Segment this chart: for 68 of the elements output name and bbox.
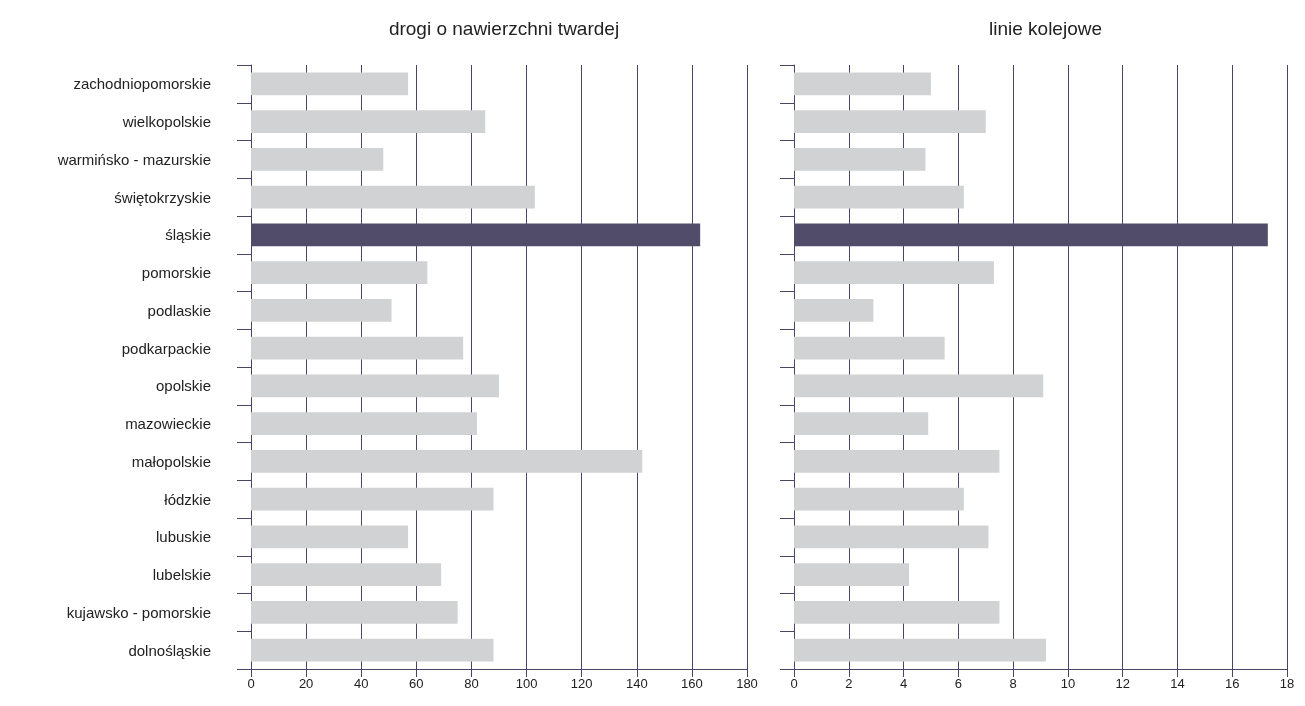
x-tick-label: 100 <box>515 676 538 691</box>
bar <box>794 638 1046 662</box>
y-tick-label: lubuskie <box>155 528 211 546</box>
bar <box>794 110 986 133</box>
x-tick-label: 160 <box>681 676 703 691</box>
x-tick-label: 14 <box>1170 676 1185 691</box>
bar <box>251 412 477 435</box>
chart-title: linie kolejowe <box>988 18 1103 39</box>
x-tick-label: 16 <box>1224 676 1240 691</box>
y-tick-label: łódzkie <box>164 490 211 508</box>
x-tick-label: 0 <box>790 676 798 691</box>
y-tick-label: wielkopolskie <box>121 113 211 131</box>
bar <box>794 261 994 284</box>
y-tick-label: lubelskie <box>152 566 211 584</box>
x-tick-label: 0 <box>247 676 255 691</box>
y-tick-label: warmińsko - mazurskie <box>56 150 211 168</box>
y-tick-label: dolnośląskie <box>128 641 211 659</box>
bar <box>794 563 910 586</box>
bar <box>794 72 931 96</box>
y-tick-label: śląskie <box>165 226 211 244</box>
bar <box>251 185 535 209</box>
y-tick-label: zachodniopomorskie <box>73 75 211 93</box>
bar <box>251 487 494 511</box>
bar <box>794 336 945 360</box>
x-tick-label: 60 <box>409 676 424 691</box>
chart-title: drogi o nawierzchni twardej <box>388 18 620 39</box>
y-tick-label: pomorskie <box>141 264 211 282</box>
x-tick-label: 8 <box>1009 676 1017 691</box>
bar <box>251 563 442 586</box>
x-tick-label: 80 <box>464 676 479 691</box>
bar <box>794 148 926 171</box>
bar <box>251 148 384 171</box>
bar <box>251 261 428 284</box>
bar <box>794 374 1044 398</box>
bar <box>251 374 499 398</box>
x-tick-label: 40 <box>353 676 369 691</box>
bar <box>251 299 392 322</box>
y-tick-label: kujawsko - pomorskie <box>66 603 211 621</box>
bar <box>794 185 964 209</box>
y-tick-label: świętokrzyskie <box>114 188 211 206</box>
x-tick-label: 18 <box>1279 676 1295 691</box>
x-tick-label: 6 <box>954 676 962 691</box>
bar <box>251 72 409 96</box>
bar <box>251 450 643 473</box>
y-tick-label: mazowieckie <box>125 415 211 433</box>
y-tick-label: podlaskie <box>147 301 211 319</box>
x-tick-label: 120 <box>570 676 593 691</box>
x-tick-label: 12 <box>1115 676 1130 691</box>
bar <box>794 525 989 549</box>
y-tick-label: opolskie <box>155 377 211 395</box>
bar <box>251 336 464 360</box>
bar <box>251 601 458 624</box>
x-tick-label: 2 <box>845 676 853 691</box>
y-tick-label: podkarpackie <box>121 339 211 357</box>
x-tick-label: 10 <box>1060 676 1076 691</box>
bar <box>794 487 964 511</box>
bar <box>794 412 929 435</box>
y-tick-label: małopolskie <box>131 452 211 470</box>
x-tick-label: 180 <box>736 676 758 691</box>
bar <box>251 525 409 549</box>
x-tick-label: 4 <box>899 676 908 691</box>
x-tick-label: 140 <box>625 676 648 691</box>
bar <box>794 299 874 322</box>
bar <box>251 110 486 133</box>
bar <box>794 601 1000 624</box>
x-tick-label: 20 <box>298 676 314 691</box>
bar <box>251 638 494 662</box>
bar <box>794 450 1000 473</box>
